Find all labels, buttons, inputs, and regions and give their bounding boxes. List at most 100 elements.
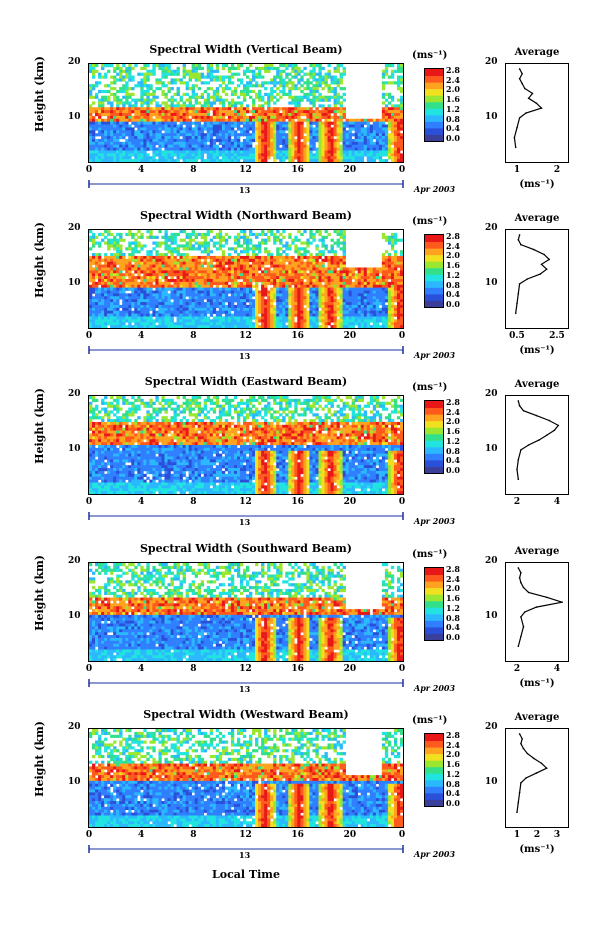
heatmap-cell xyxy=(267,270,271,274)
heatmap-cell xyxy=(233,307,238,311)
heatmap-cell xyxy=(285,293,289,297)
heatmap-cell xyxy=(188,144,192,148)
heatmap-cell xyxy=(255,150,259,154)
heatmap-cell xyxy=(134,304,138,309)
heatmap-cell xyxy=(224,138,229,143)
heatmap-cell xyxy=(221,107,226,111)
heatmap-cell xyxy=(387,273,392,277)
heatmap-cell xyxy=(303,150,307,154)
heatmap-cell xyxy=(173,147,177,151)
heatmap-cell xyxy=(188,244,192,248)
heatmap-cell xyxy=(249,270,253,274)
heatmap-cell xyxy=(122,255,126,260)
heatmap-cell xyxy=(167,113,171,117)
heatmap-cell xyxy=(351,290,355,294)
heatmap-cell xyxy=(194,296,198,300)
heatmap-cell xyxy=(390,138,395,143)
heatmap-cell xyxy=(345,141,349,145)
heatmap-cell xyxy=(327,141,331,145)
heatmap-cell xyxy=(342,230,346,234)
heatmap-cell xyxy=(170,279,174,283)
heatmap-cell xyxy=(363,284,368,288)
heatmap-svg xyxy=(89,230,403,328)
heatmap-cell xyxy=(339,156,343,160)
heatmap-cell xyxy=(146,276,150,280)
heatmap-cell xyxy=(110,310,114,314)
heatmap-cell xyxy=(200,92,205,96)
heatmap-cell xyxy=(158,159,162,162)
heatmap-cell xyxy=(255,92,259,96)
heatmap-cell xyxy=(396,307,401,311)
heatmap-cell xyxy=(315,267,319,271)
heatmap-cell xyxy=(360,130,365,134)
heatmap-cell xyxy=(101,95,105,99)
heatmap-cell xyxy=(255,156,259,160)
heatmap-cell xyxy=(107,84,111,88)
heatmap-cell xyxy=(239,273,244,277)
heatmap-cell xyxy=(227,150,232,154)
heatmap-cell xyxy=(182,247,186,251)
heatmap-cell xyxy=(357,136,362,140)
heatmap-cell xyxy=(236,264,241,268)
heatmap-cell xyxy=(149,101,153,105)
heatmap-cell xyxy=(158,253,162,257)
heatmap-cell xyxy=(215,78,220,82)
heatmap-cell xyxy=(182,299,186,303)
heatmap-cell xyxy=(372,276,377,280)
heatmap-cell xyxy=(203,141,208,145)
heatmap-cell xyxy=(146,104,150,108)
heatmap-cell xyxy=(215,284,220,288)
heatmap-cell xyxy=(315,153,319,157)
heatmap-cell xyxy=(312,235,316,239)
heatmap-cell xyxy=(209,64,214,68)
heatmap-cell xyxy=(152,293,156,297)
heatmap-cell xyxy=(137,98,141,102)
heatmap-cell xyxy=(242,89,247,94)
heatmap-cell xyxy=(107,101,111,105)
heatmap-cell xyxy=(393,281,398,286)
heatmap-cell xyxy=(285,150,289,154)
heatmap-cell xyxy=(264,138,268,143)
heatmap-cell xyxy=(258,310,262,314)
heatmap-cell xyxy=(113,156,117,160)
heatmap-cell xyxy=(294,304,298,309)
heatmap-cell xyxy=(309,150,313,154)
heatmap-cell xyxy=(107,261,111,265)
heatmap-cell xyxy=(206,124,211,128)
heatmap-cell xyxy=(230,64,235,68)
heatmap-cell xyxy=(161,299,165,303)
heatmap-cell xyxy=(140,130,144,134)
heatmap-cell xyxy=(98,273,102,277)
heatmap-cell xyxy=(258,107,262,111)
heatmap-cell xyxy=(309,107,313,111)
heatmap-cell xyxy=(161,241,165,245)
heatmap-cell xyxy=(131,287,135,291)
heatmap-cell xyxy=(276,250,280,254)
heatmap-cell xyxy=(212,115,217,120)
heatmap-cell xyxy=(285,81,289,85)
heatmap-cell xyxy=(282,304,286,309)
heatmap-cell xyxy=(206,69,211,73)
heatmap-cell xyxy=(110,104,114,108)
heatmap-cell xyxy=(188,264,192,268)
heatmap-cell xyxy=(390,273,395,277)
heatmap-cell xyxy=(249,304,253,309)
heatmap-cell xyxy=(258,302,262,306)
heatmap-cell xyxy=(390,104,395,108)
heatmap-cell xyxy=(131,304,135,309)
heatmap-cell xyxy=(170,276,174,280)
heatmap-cell xyxy=(246,69,250,73)
heatmap-cell xyxy=(146,69,150,73)
heatmap-cell xyxy=(173,250,177,254)
heatmap-cell xyxy=(203,310,208,314)
heatmap-cell xyxy=(170,107,174,111)
heatmap-cell xyxy=(194,144,198,148)
heatmap-cell xyxy=(300,281,304,286)
heatmap-cell xyxy=(306,107,310,111)
heatmap-cell xyxy=(324,159,328,162)
heatmap-cell xyxy=(387,92,392,96)
heatmap-cell xyxy=(396,258,401,262)
heatmap-cell xyxy=(258,273,262,277)
heatmap-cell xyxy=(384,127,389,131)
heatmap-cell xyxy=(273,296,277,300)
